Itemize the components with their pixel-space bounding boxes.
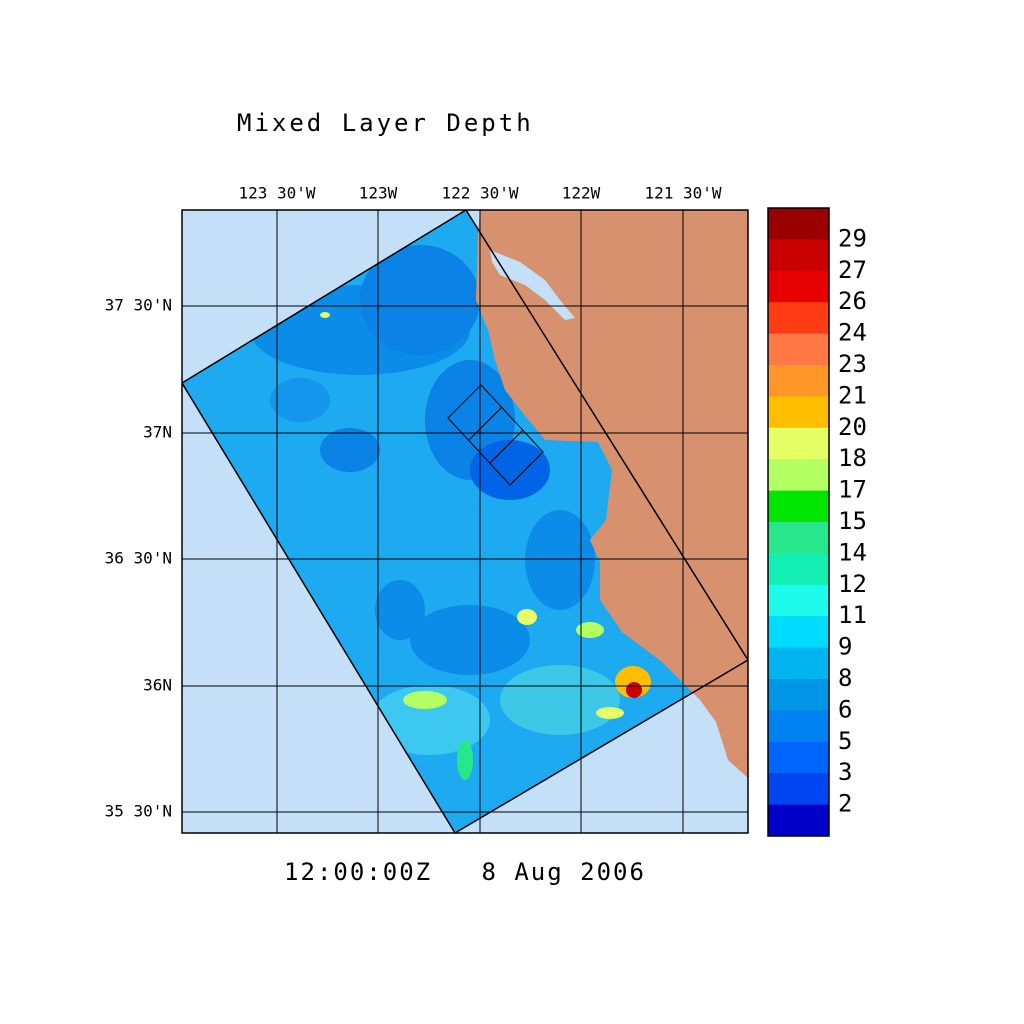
colorbar-band	[768, 459, 829, 492]
field	[182, 210, 748, 833]
colorbar-band	[768, 553, 829, 586]
colorbar-label: 29	[838, 224, 867, 252]
lat-label: 37N	[143, 423, 172, 442]
colorbar-band	[768, 710, 829, 743]
colorbar-label: 18	[838, 444, 867, 472]
bay	[490, 250, 575, 320]
lat-label: 37 30'N	[105, 296, 172, 315]
colorbar-label: 2	[838, 790, 852, 818]
colorbar-band	[768, 773, 829, 806]
sub-boxes	[447, 384, 544, 486]
colorbar-band	[768, 584, 829, 617]
timestamp: 12:00:00Z 8 Aug 2006	[284, 858, 646, 886]
colorbar-band	[768, 427, 829, 460]
colorbar-band	[768, 804, 829, 837]
colorbar-label: 12	[838, 570, 867, 598]
colorbar-band	[768, 647, 829, 680]
land	[476, 210, 748, 778]
colorbar-band	[768, 679, 829, 711]
colorbar-label: 5	[838, 727, 852, 755]
colorbar-label: 26	[838, 287, 867, 315]
title: Mixed Layer Depth	[237, 109, 534, 137]
model-domain	[182, 210, 748, 833]
colorbar-label: 14	[838, 538, 867, 566]
colorbar-band	[768, 270, 829, 303]
colorbar-band	[768, 302, 829, 335]
colorbar-band	[768, 333, 829, 366]
colorbar-band	[768, 522, 829, 554]
colorbar-band	[768, 741, 829, 774]
colorbar-label: 9	[838, 633, 852, 661]
colorbar-band	[768, 616, 829, 649]
colorbar-band	[768, 490, 829, 523]
colorbar-label: 6	[838, 695, 852, 723]
colorbar-label: 27	[838, 256, 867, 284]
lat-label: 36N	[143, 676, 172, 695]
lon-label: 122W	[562, 184, 601, 203]
frame	[181, 209, 749, 834]
lon-label: 123 30'W	[238, 184, 315, 203]
colorbar-label: 3	[838, 758, 852, 786]
colorbar-label: 8	[838, 664, 852, 692]
colorbar-band	[768, 365, 829, 397]
colorbar-label: 24	[838, 319, 867, 347]
colorbar-band	[768, 239, 829, 272]
colorbar-label: 15	[838, 507, 867, 535]
lon-label: 121 30'W	[644, 184, 721, 203]
colorbar-label: 23	[838, 350, 867, 378]
colorbar-label: 17	[838, 476, 867, 504]
colorbar-label: 11	[838, 601, 867, 629]
lon-label: 123W	[359, 184, 398, 203]
graticule	[182, 210, 748, 833]
colorbar-band	[768, 396, 829, 429]
colorbar-frame	[767, 207, 830, 837]
colorbar-label: 20	[838, 413, 867, 441]
lat-label: 36 30'N	[105, 549, 172, 568]
map-area	[182, 210, 748, 833]
colorbar-band	[768, 208, 829, 240]
lat-label: 35 30'N	[105, 802, 172, 821]
colorbar-label: 21	[838, 381, 867, 409]
lon-label: 122 30'W	[441, 184, 518, 203]
